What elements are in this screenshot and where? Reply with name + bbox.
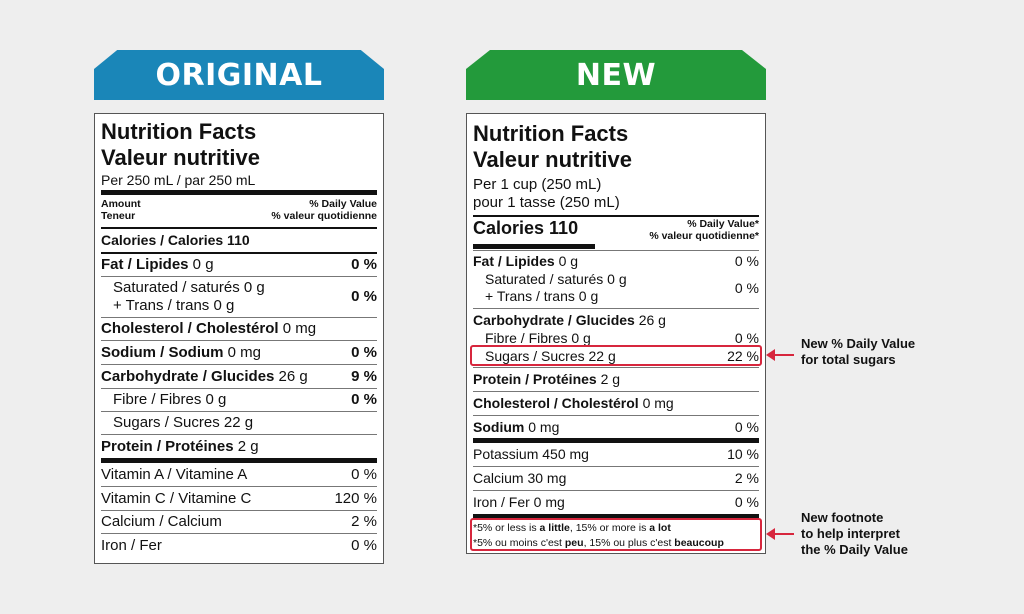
new-serving-en: Per 1 cup (250 mL) [473,176,602,193]
original-vitamin-c-row: Vitamin C / Vitamine C [101,490,252,507]
new-calcium-dv: 2 % [734,470,759,486]
new-cholesterol-row: Cholesterol / Cholestérol 0 mg [473,395,674,411]
original-protein-row: Protein / Protéines 2 g [101,438,259,455]
original-sodium-row: Sodium / Sodium 0 mg [101,344,262,361]
new-sugars-row: Sugars / Sucres 22 g [485,348,616,364]
new-fat-row: Fat / Lipides 0 g [473,253,579,269]
original-vitamin-c-dv: 120 % [334,490,377,507]
original-title-fr: Valeur nutritive [101,145,260,170]
new-protein-row: Protein / Protéines 2 g [473,371,621,387]
original-sodium-dv: 0 % [351,344,377,361]
original-label-panel: Nutrition Facts Valeur nutritive Per 250… [94,113,384,564]
original-calories: Calories / Calories 110 [101,232,250,248]
new-carbohydrate-row: Carbohydrate / Glucides 26 g [473,312,666,328]
original-iron-dv: 0 % [351,537,377,554]
original-fibre-dv: 0 % [351,391,377,408]
original-calcium-dv: 2 % [351,513,377,530]
new-sugars-dv: 22 % [727,348,759,364]
new-banner-label: NEW [575,57,657,93]
original-fat-dv: 0 % [351,256,377,273]
original-serving: Per 250 mL / par 250 mL [101,172,256,188]
new-potassium-dv: 10 % [727,446,759,462]
new-label-panel: Nutrition Facts Valeur nutritive Per 1 c… [466,113,766,554]
sugars-highlight-box [470,345,762,366]
original-dv-header: % Daily Value % valeur quotidienne [271,198,377,222]
footnote-highlight-box [470,518,762,551]
new-footnote-fr: *5% ou moins c'est peu, 15% ou plus c'es… [473,537,724,549]
original-carbohydrate-dv: 9 % [351,368,377,385]
original-cholesterol-row: Cholesterol / Cholestérol 0 mg [101,320,317,337]
new-calcium-row: Calcium 30 mg [473,470,567,486]
new-fibre-row: Fibre / Fibres 0 g [485,330,591,346]
footnote-callout-arrow [766,528,794,540]
new-sodium-dv: 0 % [734,419,759,435]
original-title-en: Nutrition Facts [101,119,257,144]
sugars-callout: New % Daily Value for total sugars [801,336,916,367]
original-saturated-row: Saturated / saturés 0 g + Trans / trans … [113,279,265,314]
new-saturated-row: Saturated / saturés 0 g + Trans / trans … [485,271,627,304]
new-title-fr: Valeur nutritive [473,147,632,172]
new-title-en: Nutrition Facts [473,121,629,146]
original-banner-label: ORIGINAL [155,57,323,93]
new-potassium-row: Potassium 450 mg [473,446,589,462]
new-iron-dv: 0 % [734,494,759,510]
original-amount-header: Amount Teneur [101,198,141,222]
sugars-callout-arrow [766,349,794,361]
original-banner: ORIGINAL [94,50,384,100]
original-iron-row: Iron / Fer [101,537,162,554]
new-banner: NEW [466,50,766,100]
new-iron-row: Iron / Fer 0 mg [473,494,565,510]
original-saturated-dv: 0 % [351,288,377,305]
new-serving-fr: pour 1 tasse (250 mL) [473,194,620,211]
original-fat-row: Fat / Lipides 0 g [101,256,214,273]
new-calories: Calories 110 [473,218,579,238]
new-sodium-row: Sodium 0 mg [473,419,560,435]
original-vitamin-a-dv: 0 % [351,466,377,483]
new-footnote-en: *5% or less is a little, 15% or more is … [473,522,671,534]
original-carbohydrate-row: Carbohydrate / Glucides 26 g [101,368,308,385]
new-saturated-dv: 0 % [734,279,759,296]
original-sugars-row: Sugars / Sucres 22 g [113,414,254,431]
new-fibre-dv: 0 % [734,330,759,346]
original-fibre-row: Fibre / Fibres 0 g [113,391,227,408]
new-fat-dv: 0 % [734,253,759,269]
original-vitamin-a-row: Vitamin A / Vitamine A [101,466,248,483]
new-dv-header: % Daily Value* % valeur quotidienne* [649,218,759,242]
footnote-callout: New footnote to help interpret the % Dai… [801,510,908,557]
original-calcium-row: Calcium / Calcium [101,513,222,530]
